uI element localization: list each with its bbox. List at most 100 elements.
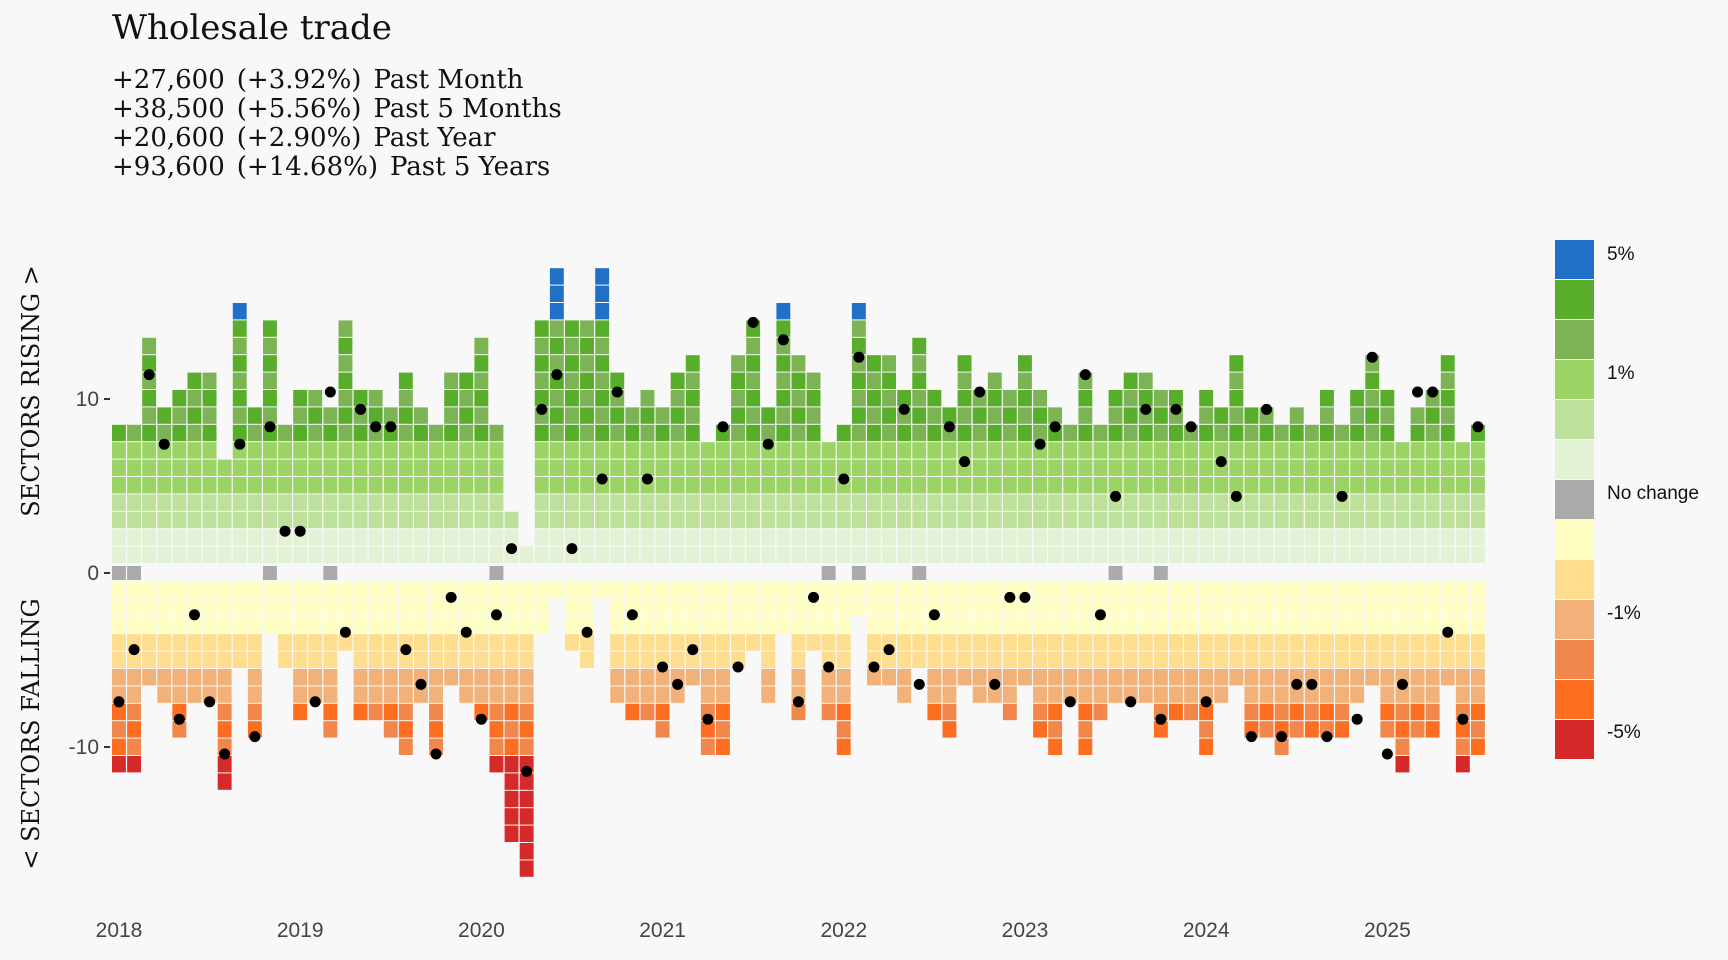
falling-cell: [263, 599, 277, 616]
falling-cell: [519, 616, 534, 634]
falling-cell: [1063, 669, 1078, 686]
falling-cell: [565, 634, 579, 651]
rising-cell: [1033, 459, 1047, 476]
net-change-dot: [672, 678, 684, 690]
falling-cell: [791, 582, 806, 599]
falling-cell: [927, 703, 942, 721]
stat-period: Past Year: [373, 123, 496, 153]
rising-cell: [142, 546, 157, 563]
rising-cell: [1048, 529, 1063, 546]
rising-cell: [1108, 390, 1123, 407]
falling-cell: [1138, 651, 1153, 668]
falling-cell: [1184, 634, 1198, 651]
rising-cell: [338, 442, 353, 459]
falling-cell: [1153, 634, 1168, 651]
falling-cell: [444, 616, 459, 634]
rising-cell: [1320, 546, 1334, 563]
rising-cell: [1289, 511, 1304, 529]
rising-cell: [1425, 424, 1440, 442]
chart-title: Wholesale trade: [112, 8, 392, 48]
rising-cell: [429, 459, 443, 476]
falling-cell: [640, 703, 655, 721]
falling-cell: [1199, 634, 1214, 651]
falling-cell: [1093, 703, 1108, 721]
rising-cell: [1440, 407, 1455, 424]
falling-cell: [1002, 651, 1017, 668]
rising-cell: [444, 459, 459, 476]
falling-cell: [1380, 582, 1395, 599]
falling-cell: [1425, 634, 1440, 651]
rising-cell: [1002, 407, 1017, 424]
rising-cell: [1471, 511, 1485, 529]
net-change-dot: [445, 591, 457, 603]
rising-cell: [580, 477, 594, 494]
falling-cell: [504, 651, 519, 668]
rising-cell: [700, 477, 715, 494]
falling-cell: [700, 599, 715, 616]
falling-cell: [746, 616, 761, 634]
rising-cell: [942, 477, 957, 494]
falling-cell: [1169, 582, 1183, 599]
rising-cell: [1274, 424, 1289, 442]
rising-cell: [1199, 546, 1214, 563]
rising-cell: [1380, 477, 1395, 494]
falling-cell: [761, 616, 776, 634]
net-change-dot: [1079, 369, 1091, 381]
net-change-dot: [853, 351, 865, 363]
x-tick-label: 2024: [1183, 919, 1230, 942]
falling-cell: [338, 582, 353, 599]
rising-cell: [1380, 529, 1395, 546]
falling-cell: [112, 651, 126, 668]
rising-cell: [1304, 529, 1319, 546]
falling-cell: [1063, 599, 1078, 616]
falling-cell: [655, 634, 670, 651]
rising-cell: [308, 424, 323, 442]
rising-cell: [1018, 459, 1032, 476]
falling-cell: [1108, 599, 1123, 616]
rising-cell: [761, 459, 776, 476]
rising-cell: [1108, 442, 1123, 459]
rising-cell: [1199, 511, 1214, 529]
net-change-dot: [1034, 438, 1046, 450]
rising-cell: [1169, 511, 1183, 529]
rising-cell: [1002, 546, 1017, 563]
rising-cell: [293, 477, 308, 494]
rising-cell: [942, 546, 957, 563]
rising-cell: [942, 407, 957, 424]
falling-cell: [444, 669, 459, 686]
falling-cell: [112, 616, 126, 634]
rising-cell: [851, 511, 866, 529]
falling-cell: [761, 686, 776, 703]
x-tick-label: 2018: [96, 919, 143, 942]
rising-cell: [791, 477, 806, 494]
falling-cell: [700, 738, 715, 755]
falling-cell: [504, 634, 519, 651]
rising-cell: [791, 424, 806, 442]
falling-cell: [1033, 616, 1047, 634]
falling-cell: [791, 703, 806, 721]
falling-cell: [670, 582, 685, 599]
rising-cell: [776, 320, 791, 337]
net-change-dot: [1094, 609, 1106, 621]
rising-cell: [1108, 459, 1123, 476]
rising-cell: [912, 337, 927, 355]
rising-cell: [1320, 494, 1334, 511]
falling-cell: [942, 582, 957, 599]
rising-cell: [1274, 459, 1289, 476]
rising-cell: [429, 546, 443, 563]
rising-cell: [444, 390, 459, 407]
rising-cell: [549, 320, 564, 337]
falling-cell: [1048, 686, 1063, 703]
falling-cell: [640, 686, 655, 703]
falling-cell: [519, 582, 534, 599]
falling-cell: [1395, 686, 1410, 703]
rising-cell: [1018, 372, 1032, 389]
rising-cell: [368, 407, 383, 424]
net-change-dot: [823, 661, 835, 673]
falling-cell: [716, 721, 730, 738]
rising-cell: [1259, 529, 1274, 546]
falling-cell: [1274, 686, 1289, 703]
falling-cell: [232, 651, 247, 668]
rising-cell: [1093, 529, 1108, 546]
falling-cell: [1380, 703, 1395, 721]
